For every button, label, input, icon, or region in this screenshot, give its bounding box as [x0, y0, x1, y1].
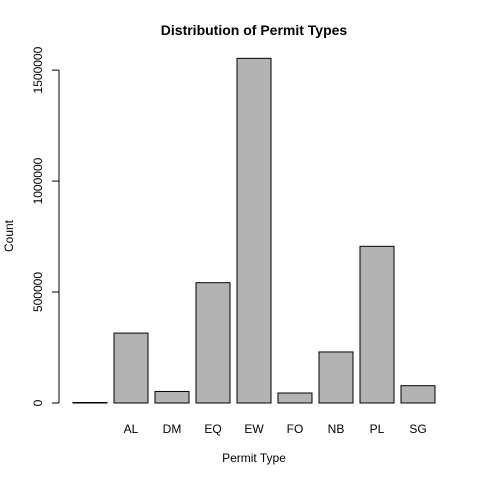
y-tick-label: 500000 — [31, 272, 45, 312]
y-tick-label: 0 — [31, 399, 45, 406]
x-tick-label: PL — [370, 422, 385, 436]
y-axis: 0 500000 1000000 1500000 — [31, 46, 59, 406]
chart-title: Distribution of Permit Types — [161, 22, 348, 38]
bars-group — [73, 58, 435, 403]
bar-EW — [237, 58, 271, 403]
bar-NB — [319, 352, 353, 403]
x-tick-label: EW — [244, 422, 264, 436]
bar-blank — [73, 403, 107, 404]
x-tick-label: AL — [124, 422, 139, 436]
bar-DM — [155, 391, 189, 403]
x-tick-label: FO — [287, 422, 304, 436]
bar-FO — [278, 393, 312, 403]
x-tick-label: EQ — [204, 422, 221, 436]
x-tick-label: NB — [328, 422, 345, 436]
x-axis-label: Permit Type — [222, 451, 286, 465]
y-tick-label: 1500000 — [31, 46, 45, 93]
x-tick-label: DM — [163, 422, 182, 436]
x-tick-label: SG — [409, 422, 426, 436]
y-axis-label: Count — [2, 219, 16, 252]
bar-EQ — [196, 283, 230, 403]
bar-PL — [360, 246, 394, 403]
x-tick-labels: AL DM EQ EW FO NB PL SG — [124, 422, 427, 436]
y-tick-label: 1000000 — [31, 157, 45, 204]
bar-AL — [114, 333, 148, 403]
bar-SG — [401, 386, 435, 403]
